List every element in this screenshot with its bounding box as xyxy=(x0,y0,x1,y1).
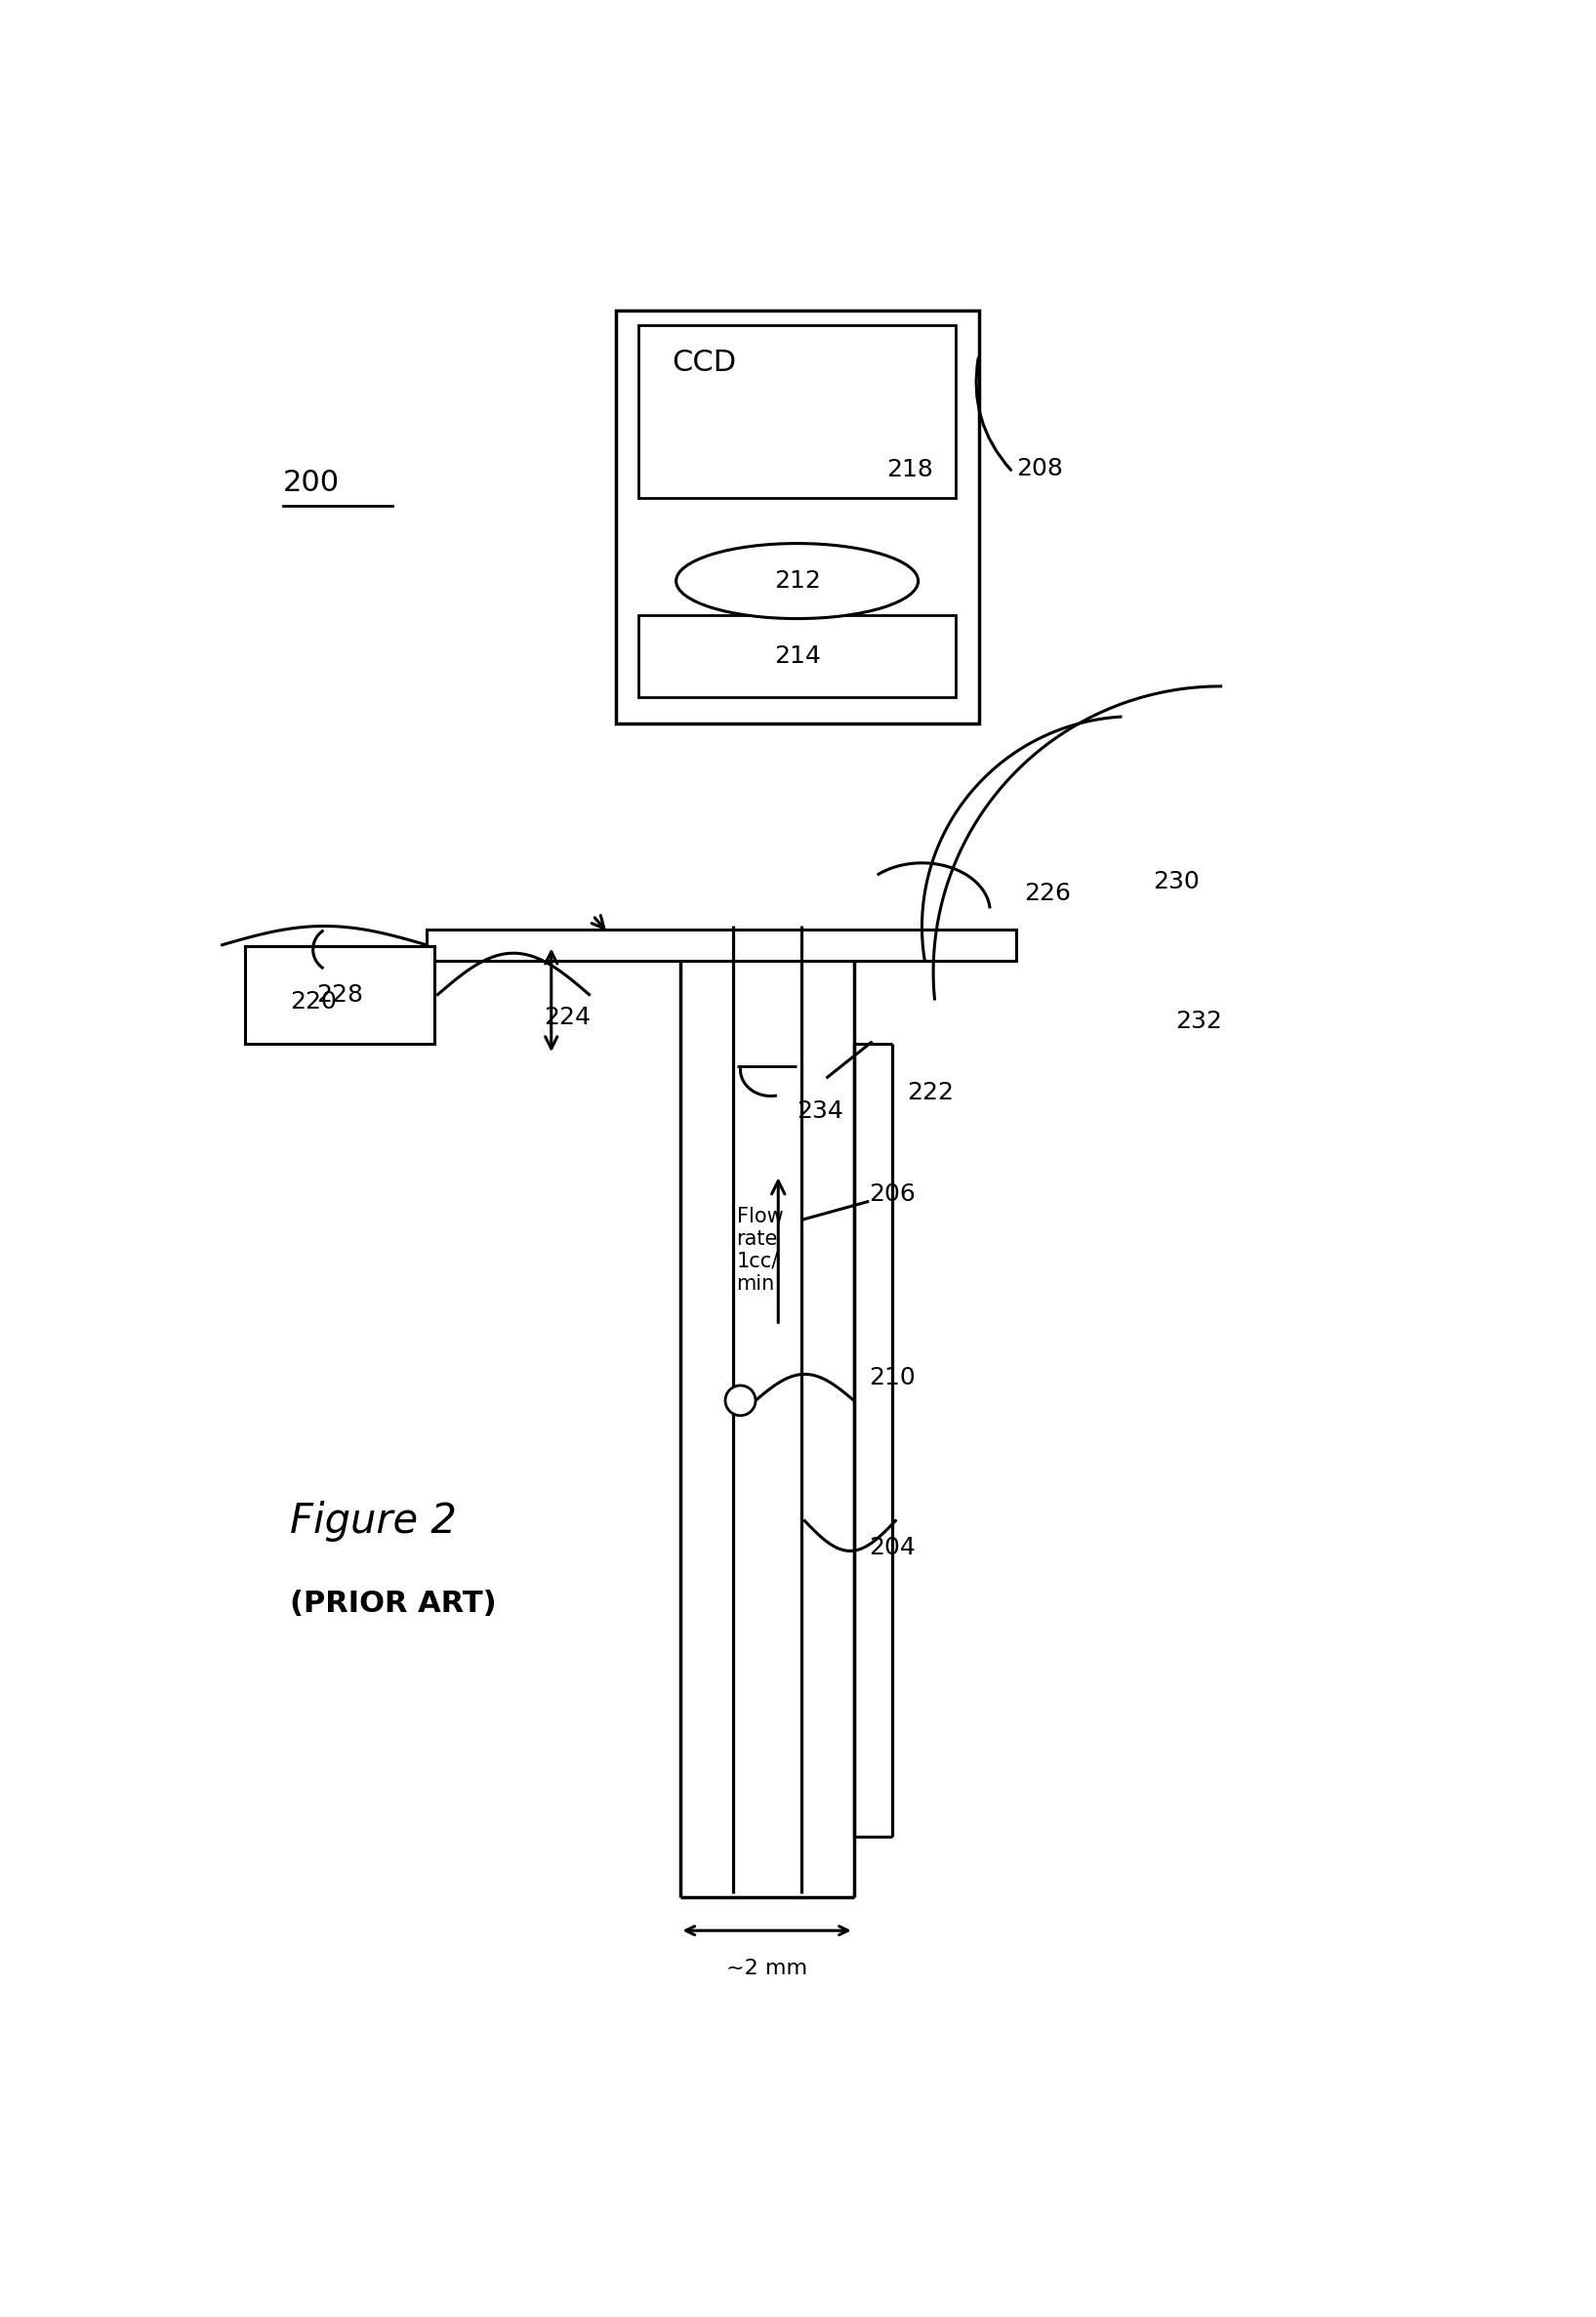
Ellipse shape xyxy=(677,544,918,619)
Text: 210: 210 xyxy=(868,1367,916,1390)
FancyBboxPatch shape xyxy=(426,929,1017,962)
Text: Flow
rate
1cc/
min: Flow rate 1cc/ min xyxy=(737,1207,784,1293)
Circle shape xyxy=(725,1386,755,1416)
Text: 208: 208 xyxy=(1017,456,1063,480)
Text: 206: 206 xyxy=(868,1182,916,1205)
FancyBboxPatch shape xyxy=(616,310,978,723)
Text: 218: 218 xyxy=(887,459,934,482)
Text: 204: 204 xyxy=(868,1536,916,1559)
Text: 234: 234 xyxy=(796,1098,844,1124)
Text: (PRIOR ART): (PRIOR ART) xyxy=(290,1589,496,1617)
Text: 224: 224 xyxy=(544,1006,591,1029)
FancyBboxPatch shape xyxy=(244,945,434,1043)
FancyBboxPatch shape xyxy=(638,614,956,697)
Text: 232: 232 xyxy=(1175,1010,1223,1033)
Text: 230: 230 xyxy=(1152,871,1199,894)
Text: Figure 2: Figure 2 xyxy=(290,1501,456,1541)
Text: CCD: CCD xyxy=(672,350,737,378)
Text: 200: 200 xyxy=(282,468,340,498)
Text: 222: 222 xyxy=(907,1080,954,1103)
Text: 226: 226 xyxy=(1025,880,1071,904)
Text: 212: 212 xyxy=(774,570,820,593)
Text: 214: 214 xyxy=(774,644,820,667)
Text: 228: 228 xyxy=(316,982,362,1006)
Text: ~2 mm: ~2 mm xyxy=(726,1958,808,1979)
FancyBboxPatch shape xyxy=(638,324,956,498)
Text: 220: 220 xyxy=(290,989,337,1015)
